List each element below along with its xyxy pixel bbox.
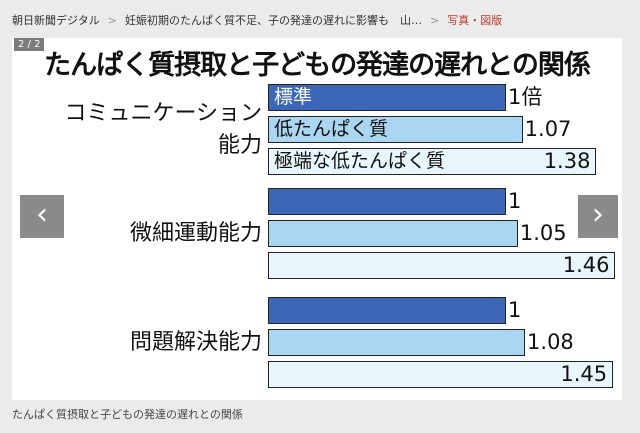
bar (268, 297, 506, 324)
bar (268, 329, 526, 356)
next-photo-button[interactable]: › (578, 195, 618, 238)
breadcrumb-separator: > (430, 14, 440, 27)
bar (268, 148, 597, 175)
legend-label: 低たんぱく質 (274, 118, 389, 140)
bar (268, 84, 506, 111)
data-label: 1.45 (560, 362, 608, 386)
photo-counter: 2 / 2 (14, 38, 45, 51)
legend-label: 標準 (274, 86, 313, 108)
category-label-line: 微細運動能力 (129, 221, 262, 246)
breadcrumb-article-link[interactable]: 妊娠初期のたんぱく質不足、子の発達の遅れに影響も 山… (125, 14, 422, 27)
breadcrumb: 朝日新聞デジタル > 妊娠初期のたんぱく質不足、子の発達の遅れに影響も 山… > 写真・… (12, 12, 502, 28)
category-label: 微細運動能力 (130, 218, 262, 250)
bar (268, 116, 523, 143)
category-label: コミュニケーション能力 (64, 98, 262, 162)
data-label: 1.07 (524, 117, 572, 141)
bar (268, 361, 614, 388)
breadcrumb-home-link[interactable]: 朝日新聞デジタル (12, 14, 100, 27)
category-label-line: 問題解決能力 (129, 330, 262, 355)
bar (268, 188, 506, 215)
category-label: 問題解決能力 (130, 327, 262, 359)
bar (268, 220, 518, 247)
chart-title: たんぱく質摂取と子どもの発達の遅れとの関係 (44, 50, 591, 81)
data-label: 1.05 (519, 221, 567, 245)
data-label: 1.38 (543, 149, 591, 173)
chevron-right-icon: › (592, 197, 604, 232)
bar (268, 252, 616, 279)
photo-caption: たんぱく質摂取と子どもの発達の遅れとの関係 (12, 408, 243, 421)
breadcrumb-separator: > (107, 14, 117, 27)
data-label: 1.08 (527, 330, 574, 354)
chevron-left-icon: ‹ (36, 197, 48, 232)
category-label-line: コミュニケーション (64, 101, 262, 126)
data-label: 1.46 (562, 253, 610, 277)
category-label-line: 能力 (217, 133, 262, 158)
legend-label: 極端な低たんぱく質 (274, 150, 446, 172)
data-label: 1 (508, 298, 522, 322)
breadcrumb-current: 写真・図版 (447, 14, 503, 27)
data-label: 1倍 (508, 85, 543, 109)
prev-photo-button[interactable]: ‹ (20, 195, 64, 238)
data-label: 1 (508, 189, 522, 213)
